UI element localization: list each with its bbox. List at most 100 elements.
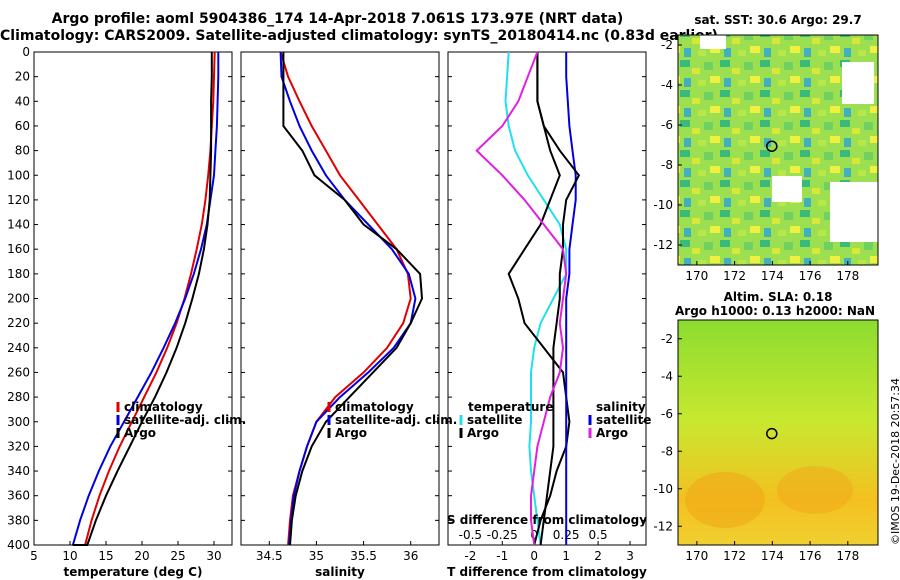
- salinity-panel: 34.5 35 35.5 36 salinity climatology satell…: [240, 51, 457, 579]
- difference-xlabel: T difference from climatology: [447, 565, 647, 579]
- sla-map-axes: 170 172 174 176 178 -2 -4 -6 -8 -10 -12: [653, 332, 859, 563]
- legend-label-t-argo: Argo: [467, 426, 499, 440]
- plot-title-line1: Argo profile: aoml 5904386_174 14-Apr-20…: [51, 11, 624, 27]
- x-tick-label: 20: [134, 549, 149, 563]
- x-tick-label: 15: [98, 549, 113, 563]
- x-tick-label: 10: [62, 549, 77, 563]
- lon-tick-label: 178: [836, 269, 859, 283]
- sla-high-region: [685, 472, 765, 528]
- sla-map-frame: [677, 319, 879, 546]
- depth-tick-label: 0: [22, 45, 30, 59]
- lat-tick-label: -6: [661, 407, 673, 421]
- lat-tick-label: -6: [661, 118, 673, 132]
- lon-tick-label: 176: [799, 549, 822, 563]
- lon-tick-label: 172: [723, 549, 746, 563]
- x-tick-label: 35: [309, 549, 324, 563]
- salinity-depth-ticks: [241, 51, 439, 546]
- top-tick-label: -0.5: [459, 528, 482, 542]
- x-tick-label: 3: [626, 549, 634, 563]
- difference-top-label: S difference from climatology: [447, 513, 647, 527]
- lat-tick-label: -12: [653, 519, 673, 533]
- series-line-satellite: [71, 52, 220, 546]
- depth-tick-label: 260: [7, 365, 30, 379]
- difference-x-axis: -2 -1 0 1 2 3: [464, 541, 634, 563]
- sla-map-panel: Altim. SLA: 0.18 Argo h1000: 0.13 h2000:…: [653, 290, 879, 563]
- lon-tick-label: 170: [685, 549, 708, 563]
- legend-label-climatology: climatology: [124, 400, 203, 414]
- depth-tick-label: 320: [7, 439, 30, 453]
- x-tick-label: 0: [530, 549, 538, 563]
- x-tick-label: 35.5: [350, 549, 377, 563]
- difference-salinity-axis: -0.5 -0.25 0 0.25 0.5: [459, 528, 608, 542]
- depth-tick-label: 220: [7, 316, 30, 330]
- depth-tick-label: 240: [7, 341, 30, 355]
- series-line-s-argo: [536, 52, 581, 546]
- difference-frame: [447, 51, 647, 546]
- depth-tick-label: 40: [15, 94, 30, 108]
- lat-tick-label: -10: [653, 482, 673, 496]
- depth-tick-label: 340: [7, 464, 30, 478]
- lat-tick-label: -4: [661, 78, 673, 92]
- sst-map-axes: 170 172 174 176 178 -2 -4 -6 -8 -10 -12: [653, 38, 859, 283]
- data-gap: [842, 62, 874, 104]
- top-tick-label: -0.25: [487, 528, 518, 542]
- legend-label-t-satellite: satellite: [467, 413, 522, 427]
- temperature-legend: climatology satellite-adj. clim. Argo: [116, 400, 246, 440]
- depth-tick-label: 300: [7, 415, 30, 429]
- lat-tick-label: -2: [661, 38, 673, 52]
- depth-tick-label: 120: [7, 193, 30, 207]
- depth-tick-label: 200: [7, 292, 30, 306]
- top-tick-label: 0.5: [589, 528, 608, 542]
- depth-tick-label: 360: [7, 489, 30, 503]
- difference-series: [475, 51, 581, 546]
- lat-tick-label: -8: [661, 158, 673, 172]
- x-tick-label: -2: [464, 549, 476, 563]
- lat-tick-label: -4: [661, 369, 673, 383]
- top-tick-label: 0: [530, 528, 538, 542]
- series-line-t-argo: [507, 52, 571, 546]
- lon-tick-label: 176: [799, 269, 822, 283]
- lon-tick-label: 172: [723, 269, 746, 283]
- depth-tick-label: 80: [15, 144, 30, 158]
- depth-tick-label: 280: [7, 390, 30, 404]
- lat-tick-label: -8: [661, 444, 673, 458]
- copyright-timestamp: ©IMOS 19-Dec-2018 20:57:34: [889, 378, 900, 545]
- plot-title-line2: Climatology: CARS2009. Satellite-adjuste…: [0, 28, 718, 44]
- sla-high-region: [777, 466, 853, 514]
- x-tick-label: 5: [30, 549, 38, 563]
- x-tick-label: 36: [403, 549, 418, 563]
- difference-depth-ticks: [448, 51, 646, 546]
- legend-label-satellite: satellite-adj. clim.: [124, 413, 246, 427]
- legend-title-temperature: temperature: [468, 400, 553, 414]
- lon-tick-label: 170: [685, 269, 708, 283]
- depth-tick-label: 400: [7, 538, 30, 552]
- legend-label-s-satellite: satellite: [596, 413, 651, 427]
- argo-location-marker: [766, 427, 778, 440]
- legend-label-argo: Argo: [335, 426, 367, 440]
- sst-map-title: sat. SST: 30.6 Argo: 29.7: [694, 13, 861, 27]
- salinity-x-axis: 34.5 35 35.5 36: [256, 541, 418, 563]
- sla-map-title-2: Argo h1000: 0.13 h2000: NaN: [675, 304, 875, 318]
- lat-tick-label: -2: [661, 332, 673, 346]
- salinity-series: [279, 51, 424, 546]
- depth-tick-label: 20: [15, 70, 30, 84]
- depth-tick-label: 140: [7, 218, 30, 232]
- lat-tick-label: -10: [653, 198, 673, 212]
- x-tick-label: 1: [562, 549, 570, 563]
- salinity-frame: [240, 51, 440, 546]
- depth-tick-label: 160: [7, 242, 30, 256]
- legend-title-salinity: salinity: [596, 400, 646, 414]
- legend-label-argo: Argo: [124, 426, 156, 440]
- series-line-argo: [72, 52, 213, 546]
- depth-tick-label: 60: [15, 119, 30, 133]
- difference-panel: -2 -1 0 1 2 3 -0.5 -0.25 0 0.25 0.5 T difference …: [447, 51, 651, 579]
- salinity-legend: climatology satellite-adj. clim. Argo: [327, 400, 457, 440]
- series-line-argo: [282, 52, 424, 546]
- depth-axis: 0 20 40 60 80 100 120 140 160 180 200 220 240 260 280 3…: [7, 45, 232, 552]
- argo-location-marker: [766, 140, 778, 152]
- data-gap: [830, 182, 878, 242]
- legend-label-s-argo: Argo: [596, 426, 628, 440]
- salinity-xlabel: salinity: [315, 565, 365, 579]
- temperature-x-axis: 5 10 15 20 25 30: [30, 541, 222, 563]
